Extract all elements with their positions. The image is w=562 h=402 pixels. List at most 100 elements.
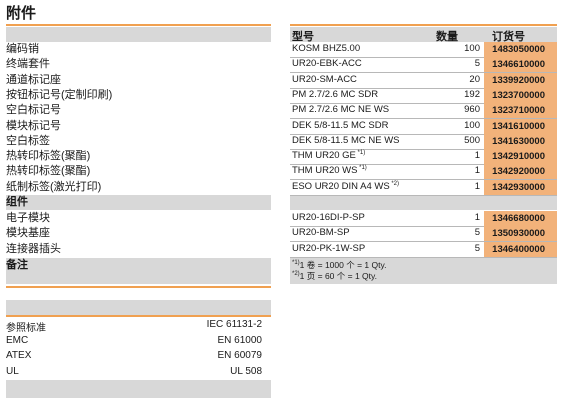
accessory-label: 终端套件: [6, 58, 50, 71]
accessory-label: 按钮标记号(定制印刷): [6, 88, 113, 101]
header-type: 型号: [292, 31, 314, 43]
accessory-label: 热转印标签(聚酯): [6, 150, 91, 163]
note-line: *1)1 卷 = 1000 个 = 1 Qty.: [292, 259, 386, 271]
order-number-cell: 1342910000: [484, 149, 557, 165]
order-number: 1323700000: [492, 89, 545, 101]
table-row: UR20-BM-SP 5 1350930000: [290, 226, 557, 243]
table-row: DEK 5/8-11.5 MC NE WS 500 1341630000: [290, 133, 557, 150]
qty-cell: 1: [474, 212, 480, 223]
standard-label: ATEX: [6, 350, 32, 361]
header-qty: 数量: [436, 31, 458, 43]
order-number: 1323710000: [492, 105, 545, 117]
table-row: UR20-EBK-ACC 5 1346610000: [290, 57, 557, 74]
order-number: 1346610000: [492, 59, 545, 71]
note-line: *2)1 页 = 60 个 = 1 Qty.: [292, 270, 377, 282]
order-number: 1346400000: [492, 243, 545, 255]
table-row: ESO UR20 DIN A4 WS *2) 1 1342930000: [290, 179, 557, 196]
standards-band-top: [6, 300, 271, 315]
type-cell: DEK 5/8-11.5 MC SDR: [292, 119, 389, 131]
type-cell: UR20-BM-SP: [292, 227, 350, 239]
notes-band-right: [290, 258, 557, 284]
table-row: UR20-16DI-P-SP 1 1346680000: [290, 211, 557, 227]
table-row: PM 2.7/2.6 MC NE WS 960 1323710000: [290, 103, 557, 120]
footnote-marker: *2): [292, 271, 300, 278]
standard-value: UL 508: [230, 365, 262, 377]
standard-value: EN 60079: [217, 350, 262, 361]
component-label: 模块基座: [6, 227, 50, 240]
standard-value: EN 61000: [217, 334, 262, 346]
qty-cell: 1: [474, 165, 480, 177]
qty-cell: 5: [474, 242, 480, 254]
type-cell: UR20-16DI-P-SP: [292, 212, 365, 223]
type-cell: THM UR20 WS *1): [292, 165, 367, 177]
order-number-cell: 1339920000: [484, 72, 557, 88]
type-cell: THM UR20 GE *1): [292, 150, 366, 162]
qty-cell: 5: [474, 58, 480, 70]
order-number-cell: 1346610000: [484, 57, 557, 73]
accessory-label: 热转印标签(聚酯): [6, 165, 91, 178]
type-cell: KOSM BHZ5.00: [292, 43, 361, 54]
type-cell: UR20-PK-1W-SP: [292, 242, 366, 254]
order-number-cell: 1346400000: [484, 241, 557, 257]
table-row: UR20-SM-ACC 20 1339920000: [290, 72, 557, 89]
accessory-label: 通道标记座: [6, 73, 61, 86]
qty-cell: 20: [469, 73, 480, 85]
order-number: 1341630000: [492, 135, 545, 147]
order-number-cell: 1323700000: [484, 87, 557, 103]
section-notes: 备注: [6, 259, 28, 271]
table-row: KOSM BHZ5.00 100 1483050000: [290, 42, 557, 58]
page-title: 附件: [6, 5, 37, 22]
divider-left: [6, 24, 271, 26]
qty-cell: 1: [474, 180, 480, 192]
right-header-band: [290, 27, 557, 42]
standard-label: 参照标准: [6, 323, 46, 334]
table-row: UR20-PK-1W-SP 5 1346400000: [290, 241, 557, 258]
type-cell: PM 2.7/2.6 MC NE WS: [292, 104, 390, 116]
table-row: PM 2.7/2.6 MC SDR 192 1323700000: [290, 87, 557, 104]
qty-cell: 500: [464, 134, 480, 146]
footnote-marker: *1): [357, 165, 367, 172]
divider-left-bottom: [6, 286, 271, 288]
table-row: DEK 5/8-11.5 MC SDR 100 1341610000: [290, 118, 557, 135]
component-label: 连接器插头: [6, 242, 61, 255]
notes-band-left: [6, 258, 271, 284]
type-cell: UR20-SM-ACC: [292, 73, 357, 85]
order-number-cell: 1350930000: [484, 226, 557, 242]
note-text: 1 页 = 60 个 = 1 Qty.: [299, 271, 377, 281]
order-number-cell: 1323710000: [484, 103, 557, 119]
header-order: 订货号: [492, 31, 525, 43]
type-cell: PM 2.7/2.6 MC SDR: [292, 88, 379, 100]
order-number-cell: 1346680000: [484, 211, 557, 226]
standard-label: UL: [6, 365, 19, 377]
order-number-cell: 1341630000: [484, 133, 557, 149]
order-number-cell: 1341610000: [484, 118, 557, 134]
order-number: 1339920000: [492, 74, 545, 86]
table-row: THM UR20 GE *1) 1 1342910000: [290, 149, 557, 166]
footnote-marker: *2): [389, 180, 400, 187]
order-number: 1342930000: [492, 181, 545, 193]
order-number: 1346680000: [492, 213, 545, 224]
component-band-left: [6, 195, 271, 210]
qty-cell: 192: [464, 88, 480, 100]
standards-band-bottom: [6, 380, 271, 398]
order-number-cell: 1483050000: [484, 42, 557, 57]
qty-cell: 5: [474, 227, 480, 239]
order-number: 1342910000: [492, 151, 545, 163]
type-cell: DEK 5/8-11.5 MC NE WS: [292, 134, 400, 146]
order-number-cell: 1342920000: [484, 164, 557, 180]
order-number: 1342920000: [492, 166, 545, 178]
type-cell: UR20-EBK-ACC: [292, 58, 362, 70]
accessory-label: 空白标记号: [6, 104, 61, 117]
accessory-label: 空白标签: [6, 134, 50, 147]
accessory-label: 编码销: [6, 43, 39, 55]
type-cell: ESO UR20 DIN A4 WS *2): [292, 180, 400, 192]
standard-label: EMC: [6, 334, 29, 346]
order-number-cell: 1342930000: [484, 179, 557, 195]
qty-cell: 100: [464, 43, 480, 54]
component-band-right: [290, 195, 557, 210]
footnote-marker: *1): [355, 150, 366, 157]
qty-cell: 960: [464, 104, 480, 116]
section-component: 组件: [6, 196, 28, 208]
order-number: 1350930000: [492, 228, 545, 240]
left-header-band: [6, 27, 271, 42]
